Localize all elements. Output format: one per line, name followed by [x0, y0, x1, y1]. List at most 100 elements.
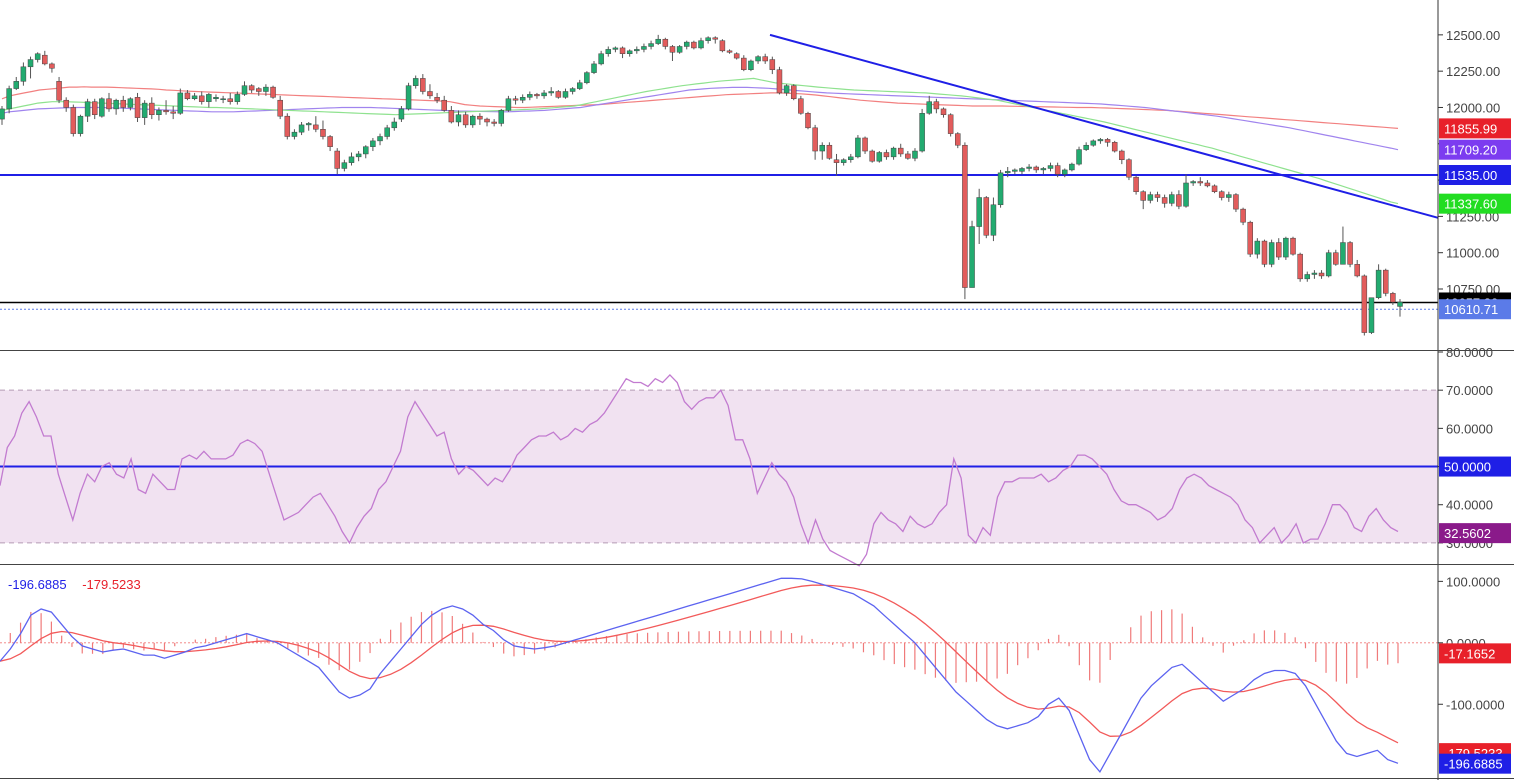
candle	[512, 95, 519, 105]
candle-body	[1247, 221, 1253, 255]
candle-body	[969, 226, 975, 288]
macd-signal-line	[0, 584, 1399, 744]
candle-body	[42, 54, 48, 65]
price-pane[interactable]	[0, 33, 1439, 336]
candle	[733, 52, 740, 60]
candle	[363, 145, 369, 159]
candle-body	[1076, 149, 1082, 165]
candle-body	[1261, 240, 1268, 265]
candle-body	[298, 124, 305, 133]
candle-body	[455, 114, 462, 123]
candle	[1004, 167, 1011, 178]
axis-tick-label: 40.0000	[1446, 498, 1493, 513]
macd-pane[interactable]	[0, 577, 1438, 774]
candle	[1026, 164, 1032, 172]
candle	[1397, 299, 1403, 317]
candle-body	[748, 60, 754, 70]
signal-legend-value: -179.5233	[82, 577, 141, 592]
candle-body	[919, 113, 925, 152]
candle	[569, 87, 576, 95]
candle-body	[619, 47, 626, 54]
candle-body	[1026, 166, 1032, 169]
candle-body	[484, 118, 490, 123]
candle-body	[912, 150, 918, 159]
candle-body	[840, 159, 847, 163]
candle	[313, 116, 319, 133]
candle-body	[477, 115, 483, 120]
candle	[762, 53, 768, 64]
candle	[912, 148, 918, 162]
candle-body	[412, 78, 419, 86]
candle-body	[491, 121, 497, 124]
axis-tick-label: 12250.00	[1446, 64, 1500, 79]
candle	[612, 46, 619, 53]
candle-body	[1183, 182, 1189, 207]
candle	[1347, 241, 1353, 268]
candle-body	[398, 108, 405, 120]
price-badge	[1439, 643, 1511, 664]
candle-body	[926, 101, 932, 114]
candle	[1154, 191, 1161, 202]
candle-body	[355, 153, 362, 158]
candle-body	[541, 92, 547, 97]
candle	[134, 92, 141, 122]
candle-body	[56, 81, 62, 101]
macd-legend: -196.6885 -179.5233	[8, 577, 153, 592]
candle	[955, 132, 961, 149]
axis-tick-label: 100.0000	[1446, 574, 1500, 589]
candle-body	[1275, 242, 1282, 258]
candle-body	[263, 86, 269, 92]
candle-body	[548, 91, 554, 94]
candle-body	[1104, 139, 1111, 143]
candle-body	[20, 66, 27, 82]
candle-body	[1097, 139, 1104, 142]
candle-body	[270, 86, 276, 98]
candle-body	[1047, 165, 1054, 169]
candle	[1169, 191, 1175, 207]
candle	[241, 81, 248, 96]
candle-body	[790, 85, 797, 100]
candle-body	[405, 85, 412, 110]
candle	[905, 151, 911, 160]
candle	[498, 108, 505, 127]
candle	[120, 95, 127, 112]
candle	[748, 59, 754, 72]
candle	[420, 74, 426, 95]
candle	[1176, 190, 1182, 210]
candle-body	[848, 156, 854, 161]
candle	[655, 34, 661, 46]
candle-body	[1226, 194, 1232, 198]
candle	[1147, 191, 1154, 204]
candle	[6, 85, 12, 114]
candle	[1097, 137, 1104, 144]
candle	[305, 121, 312, 131]
candle-body	[1375, 269, 1382, 298]
candle-body	[1033, 166, 1039, 171]
candle	[1240, 207, 1246, 226]
candle-body	[1019, 168, 1025, 172]
candle	[56, 76, 62, 104]
candle-body	[691, 41, 697, 49]
candle-body	[334, 150, 340, 169]
candle-body	[947, 114, 954, 134]
candle-body	[519, 97, 526, 101]
candle-body	[206, 94, 212, 102]
candle	[726, 49, 733, 54]
candle	[619, 46, 626, 59]
candle	[384, 124, 390, 140]
candle-body	[1354, 264, 1360, 277]
candle-body	[284, 115, 291, 137]
candle	[712, 36, 719, 44]
candle-body	[584, 72, 590, 84]
candle-body	[1054, 165, 1061, 175]
candle-body	[1190, 181, 1196, 184]
candle	[1190, 180, 1196, 186]
candle	[327, 135, 333, 152]
rsi-pane[interactable]	[0, 373, 1438, 567]
candle-body	[1382, 269, 1389, 294]
candle	[227, 92, 233, 105]
candle-body	[106, 98, 112, 110]
candle-body	[776, 69, 783, 94]
